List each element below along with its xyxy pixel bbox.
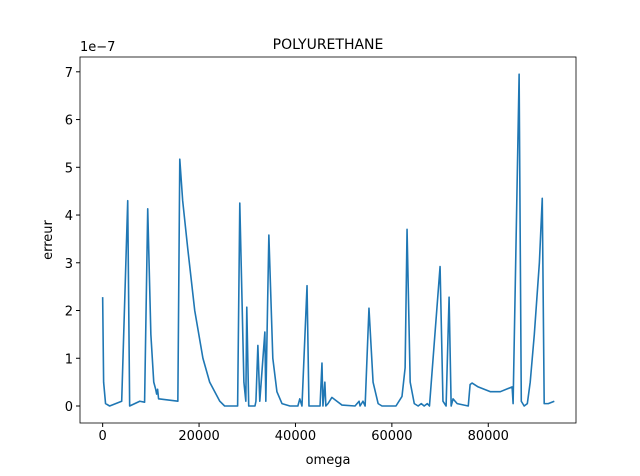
plot-frame <box>79 56 577 424</box>
y-offset-label: 1e−7 <box>80 40 115 55</box>
y-tick-label: 5 <box>65 161 73 176</box>
y-tick-label: 0 <box>65 400 73 415</box>
y-tick-label: 3 <box>65 257 73 272</box>
x-tick-label: 40000 <box>275 429 316 444</box>
y-axis-label: erreur <box>41 219 56 259</box>
x-tick-label: 60000 <box>371 429 412 444</box>
y-tick-label: 2 <box>65 305 73 320</box>
line-series <box>101 73 555 407</box>
x-tick-label: 80000 <box>468 429 509 444</box>
x-axis-label: omega <box>306 453 351 468</box>
x-tick-label: 0 <box>99 429 107 444</box>
y-tick-label: 7 <box>65 66 73 81</box>
x-tick-label: 20000 <box>178 429 219 444</box>
y-tick-label: 4 <box>65 209 73 224</box>
chart-title: POLYURETHANE <box>273 37 384 53</box>
y-tick-label: 6 <box>65 114 73 129</box>
y-tick-label: 1 <box>65 352 73 367</box>
